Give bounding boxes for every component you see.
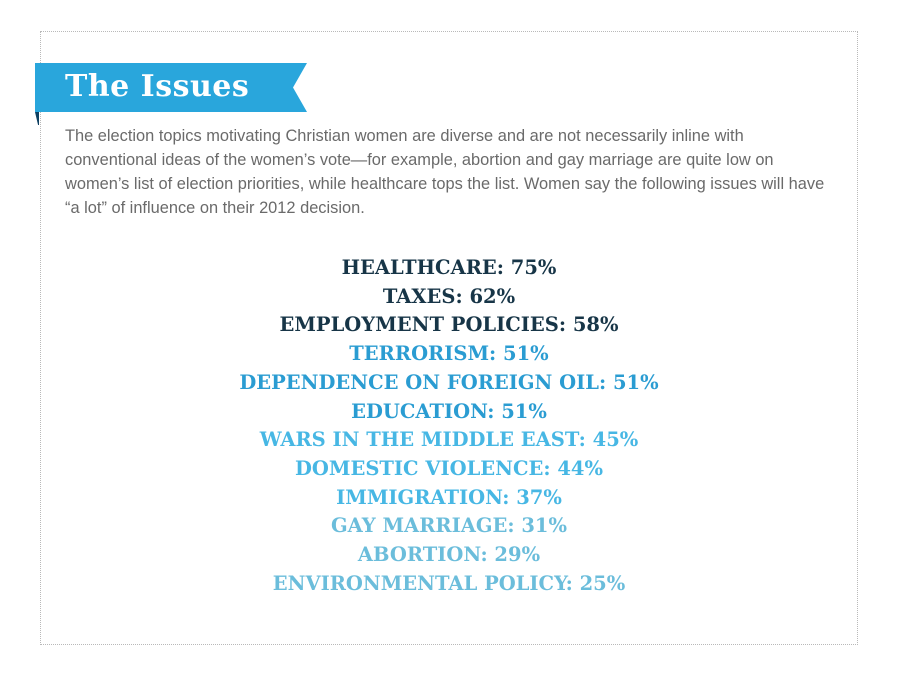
- banner-ribbon-shape: [35, 63, 307, 125]
- issue-item: HEALTHCARE: 75%: [341, 256, 557, 279]
- issues-list: HEALTHCARE: 75% TAXES: 62% EMPLOYMENT POLI…: [40, 254, 858, 598]
- issue-item: DOMESTIC VIOLENCE: 44%: [294, 456, 604, 480]
- banner-ribbon-body: [35, 63, 307, 112]
- issue-item: EMPLOYMENT POLICIES: 58%: [279, 313, 619, 337]
- content-frame: [40, 31, 858, 645]
- issue-item: TERRORISM: 51%: [349, 342, 549, 366]
- intro-paragraph: The election topics motivating Christian…: [65, 127, 825, 217]
- section-title: The Issues: [65, 69, 250, 104]
- issue-item: GAY MARRIAGE: 31%: [330, 514, 568, 538]
- banner-ribbon-fold: [35, 112, 39, 125]
- issue-item: ABORTION: 29%: [357, 543, 541, 567]
- issue-item: IMMIGRATION: 37%: [336, 485, 562, 509]
- issue-item: EDUCATION: 51%: [351, 399, 547, 423]
- issue-item: WARS IN THE MIDDLE EAST: 45%: [259, 428, 639, 452]
- issue-item: ENVIRONMENTAL POLICY: 25%: [272, 571, 626, 595]
- section-banner: The Issues: [35, 63, 307, 125]
- issue-item: TAXES: 62%: [382, 284, 516, 308]
- issue-item: DEPENDENCE ON FOREIGN OIL: 51%: [239, 370, 659, 394]
